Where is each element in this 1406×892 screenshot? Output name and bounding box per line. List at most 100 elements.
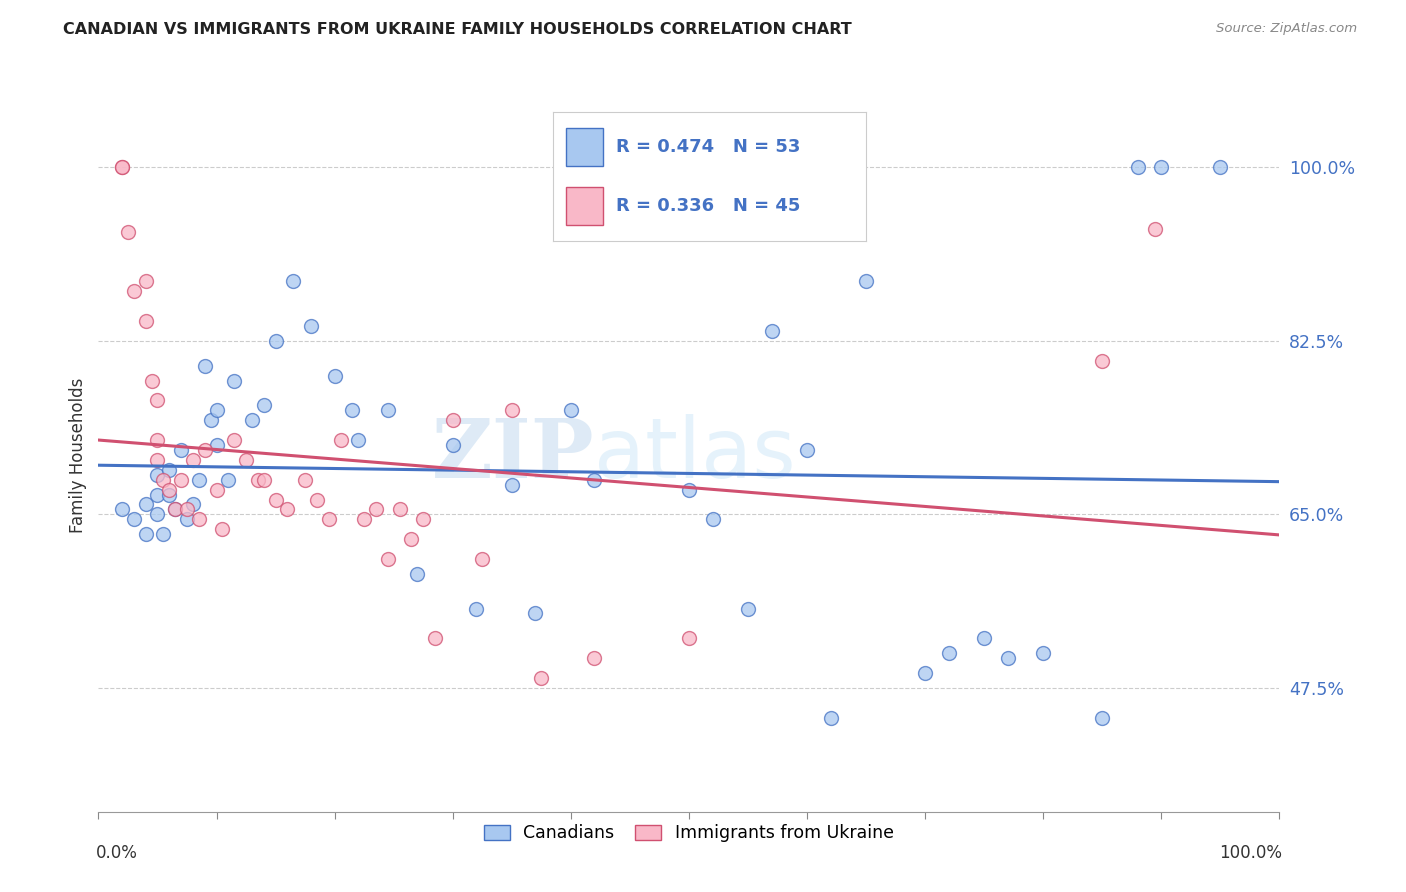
Point (146, 433, 169, 447)
Point (253, 473, 276, 487)
Point (761, 324, 783, 338)
Point (152, 527, 174, 541)
Point (205, 403, 228, 417)
Point (194, 442, 217, 457)
Point (1091, 353, 1114, 368)
Point (702, 512, 724, 526)
Text: 0.0%: 0.0% (96, 844, 138, 862)
Point (377, 403, 399, 417)
Point (1209, 161, 1232, 175)
Point (401, 532, 423, 546)
Point (253, 398, 276, 412)
Text: Source: ZipAtlas.com: Source: ZipAtlas.com (1216, 22, 1357, 36)
Point (997, 651, 1019, 665)
Point (200, 413, 222, 427)
Point (157, 487, 180, 501)
Point (176, 512, 198, 526)
Point (117, 225, 139, 239)
Point (146, 467, 169, 482)
Point (914, 665, 936, 680)
Point (299, 319, 322, 334)
Point (276, 502, 298, 516)
Point (1032, 646, 1054, 660)
Point (205, 438, 228, 452)
Point (323, 368, 346, 383)
Point (1126, 161, 1149, 175)
Point (737, 601, 759, 615)
Point (441, 413, 464, 427)
Point (205, 483, 228, 497)
Point (423, 632, 446, 646)
Point (329, 433, 352, 447)
Point (122, 512, 145, 526)
Point (146, 393, 169, 408)
Text: atlas: atlas (595, 415, 796, 495)
Text: CANADIAN VS IMMIGRANTS FROM UKRAINE FAMILY HOUSEHOLDS CORRELATION CHART: CANADIAN VS IMMIGRANTS FROM UKRAINE FAMI… (63, 22, 852, 37)
Point (796, 442, 818, 457)
Point (187, 473, 209, 487)
Point (501, 477, 523, 491)
Point (135, 314, 157, 328)
Text: ZIP: ZIP (432, 415, 595, 495)
Point (217, 473, 239, 487)
Point (111, 161, 134, 175)
Point (406, 566, 429, 581)
Point (111, 502, 134, 516)
Point (152, 473, 174, 487)
Point (583, 473, 606, 487)
Point (240, 413, 263, 427)
Point (560, 403, 582, 417)
Point (141, 374, 163, 388)
Point (855, 275, 877, 289)
Point (176, 502, 198, 516)
Point (135, 275, 157, 289)
Point (170, 442, 193, 457)
Point (283, 275, 305, 289)
Point (111, 161, 134, 175)
Point (187, 512, 209, 526)
Point (377, 552, 399, 566)
Point (412, 512, 434, 526)
Point (820, 710, 842, 724)
Point (678, 632, 700, 646)
Point (441, 438, 464, 452)
Point (1091, 710, 1114, 724)
Point (246, 473, 269, 487)
Point (165, 502, 187, 516)
Point (157, 463, 180, 477)
Point (678, 483, 700, 497)
Point (524, 607, 547, 621)
Point (181, 498, 204, 512)
Point (530, 671, 553, 685)
Point (583, 651, 606, 665)
Point (465, 601, 488, 615)
Point (194, 359, 217, 373)
Point (224, 374, 246, 388)
Point (264, 334, 287, 348)
Point (1150, 161, 1173, 175)
Y-axis label: Family Households: Family Households (69, 377, 87, 533)
Text: 100.0%: 100.0% (1219, 844, 1282, 862)
Point (318, 512, 340, 526)
Point (224, 433, 246, 447)
Point (135, 498, 157, 512)
Point (471, 552, 494, 566)
Legend: Canadians, Immigrants from Ukraine: Canadians, Immigrants from Ukraine (477, 818, 901, 849)
Point (342, 403, 364, 417)
Point (135, 527, 157, 541)
Point (347, 433, 370, 447)
Point (235, 453, 257, 467)
Point (353, 512, 375, 526)
Point (122, 285, 145, 299)
Point (211, 522, 233, 536)
Point (181, 453, 204, 467)
Point (157, 483, 180, 497)
Point (938, 646, 960, 660)
Point (305, 492, 328, 507)
Point (146, 487, 169, 501)
Point (146, 508, 169, 522)
Point (973, 632, 995, 646)
Point (170, 473, 193, 487)
Point (146, 453, 169, 467)
Point (294, 473, 316, 487)
